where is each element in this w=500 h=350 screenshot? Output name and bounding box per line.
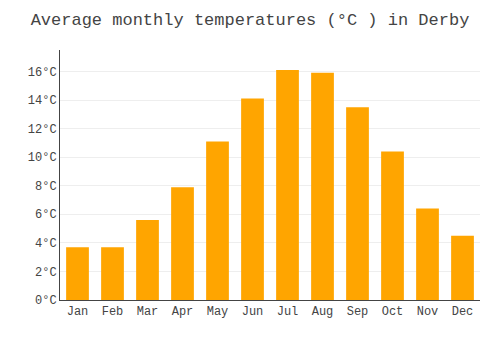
svg-text:Aug: Aug bbox=[312, 305, 334, 319]
svg-text:Mar: Mar bbox=[137, 305, 159, 319]
svg-text:Nov: Nov bbox=[417, 305, 439, 319]
svg-text:May: May bbox=[207, 305, 229, 319]
svg-text:12°C: 12°C bbox=[28, 123, 57, 137]
svg-text:Jun: Jun bbox=[242, 305, 264, 319]
svg-text:6°C: 6°C bbox=[35, 208, 57, 222]
svg-text:Jul: Jul bbox=[277, 305, 299, 319]
svg-text:Feb: Feb bbox=[102, 305, 124, 319]
svg-text:Apr: Apr bbox=[172, 305, 194, 319]
svg-text:8°C: 8°C bbox=[35, 180, 57, 194]
svg-text:Jan: Jan bbox=[67, 305, 89, 319]
svg-text:14°C: 14°C bbox=[28, 94, 57, 108]
svg-text:Oct: Oct bbox=[382, 305, 404, 319]
svg-text:0°C: 0°C bbox=[35, 294, 57, 308]
svg-text:Average monthly temperatures (: Average monthly temperatures (°C ) in De… bbox=[31, 11, 470, 30]
svg-text:10°C: 10°C bbox=[28, 151, 57, 165]
svg-text:16°C: 16°C bbox=[28, 66, 57, 80]
svg-text:Sep: Sep bbox=[347, 305, 369, 319]
svg-text:2°C: 2°C bbox=[35, 266, 57, 280]
svg-text:4°C: 4°C bbox=[35, 237, 57, 251]
svg-text:Dec: Dec bbox=[452, 305, 474, 319]
